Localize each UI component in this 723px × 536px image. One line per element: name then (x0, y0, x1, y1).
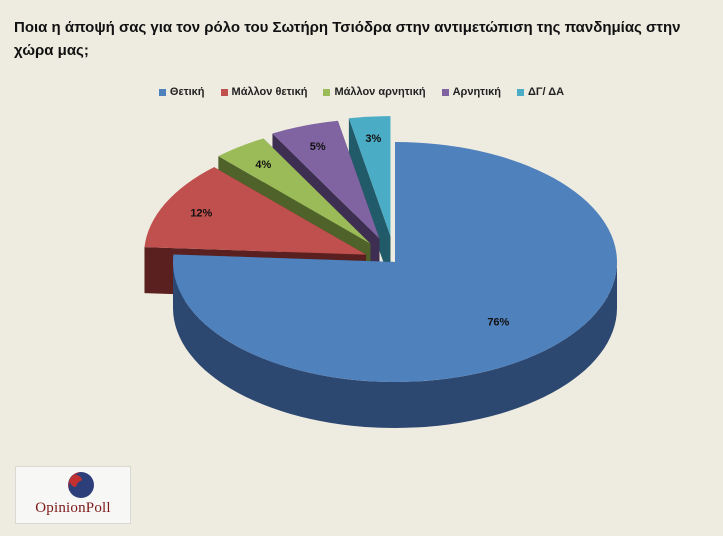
legend-entry-4: ΔΓ/ ΔΑ (517, 86, 564, 98)
data-label-2: 4% (255, 159, 271, 171)
pie-slice-4 (348, 116, 391, 283)
legend-swatch-1 (220, 88, 228, 96)
legend-entry-2: Μάλλον αρνητική (323, 86, 426, 98)
legend-label-3: Αρνητική (452, 86, 501, 98)
pie-slice-0-side (173, 262, 617, 428)
pie-slice-2-top (218, 138, 371, 244)
opinionpoll-logo: OpinionPoll (15, 466, 131, 524)
legend-entry-3: Αρνητική (441, 86, 501, 98)
data-label-4: 3% (365, 133, 381, 145)
pie-slice-1-top (144, 167, 367, 255)
legend-label-2: Μάλλον αρνητική (334, 86, 426, 98)
data-label-1: 12% (190, 208, 212, 220)
legend-swatch-4 (517, 88, 524, 96)
pie-slice-4-wall-0 (348, 118, 391, 283)
pie-slice-4-top (348, 116, 391, 237)
legend-entry-0: Θετική (158, 86, 205, 98)
chart-legend: Θετική Μάλλον θετική Μάλλον αρνητική Αρν… (0, 86, 723, 98)
pie-slice-3-top (272, 120, 380, 239)
pie-slice-0 (173, 142, 618, 428)
data-label-3: 5% (310, 141, 326, 153)
legend-swatch-3 (441, 88, 449, 96)
data-label-0: 76% (487, 316, 509, 328)
legend-entry-1: Μάλλον θετική (220, 86, 308, 98)
pie-slice-0-top (173, 142, 618, 382)
legend-swatch-0 (158, 88, 166, 96)
legend-label-1: Μάλλον θετική (231, 86, 308, 98)
chart-title: Ποια η άποψή σας για τον ρόλο του Σωτήρη… (14, 19, 681, 59)
logo-emblem-icon (68, 472, 94, 498)
logo-text: OpinionPoll (35, 500, 111, 516)
legend-label-0: Θετική (169, 86, 205, 98)
legend-label-4: ΔΓ/ ΔΑ (528, 86, 565, 98)
legend-swatch-2 (323, 88, 331, 96)
